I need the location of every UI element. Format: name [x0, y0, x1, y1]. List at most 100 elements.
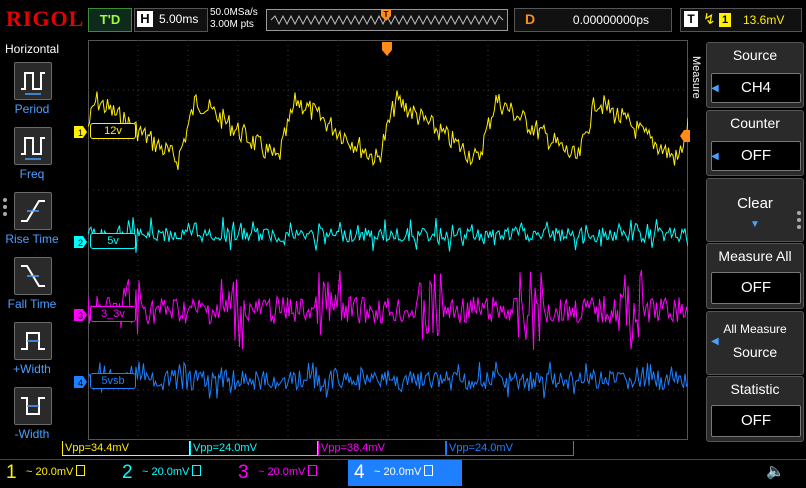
ch3-trace [88, 269, 688, 350]
ch3-scale: ~ 20.0mV [258, 465, 318, 478]
clear-title: Clear [737, 195, 773, 212]
trigger-source-badge: 1 [719, 13, 731, 27]
graticule [88, 40, 688, 440]
delay-label: D [525, 11, 536, 27]
rise-time-label: Rise Time [5, 232, 59, 246]
ch4-measurement: Vpp=24.0mV [446, 441, 574, 456]
positive-width-button[interactable] [14, 322, 52, 360]
source-value: CH4 [711, 73, 801, 103]
all-measure-source-line2: Source [732, 344, 778, 360]
ch3-marker[interactable]: 3 [74, 308, 88, 326]
statistic-softkey[interactable]: Statistic OFF [706, 376, 804, 442]
clear-softkey[interactable]: Clear ▼ [706, 178, 804, 242]
ch2-number: 2 [122, 462, 133, 483]
all-measure-source-line1: All Measure [723, 322, 787, 336]
ch4-number: 4 [354, 462, 365, 483]
measure-menu-tab: Measure [688, 56, 704, 156]
measure-softkey-menu: Source CH4 ◀ Counter OFF ◀ Clear ▼ Measu… [706, 40, 806, 460]
ch3-label[interactable]: 3_3v [90, 306, 136, 322]
ch3-status[interactable]: 3 ~ 20.0mV [232, 460, 344, 486]
delay-box[interactable]: D 0.00000000ps [514, 8, 672, 32]
ch1-marker-icon: 1 [74, 126, 87, 138]
counter-value: OFF [711, 141, 801, 171]
bandwidth-limit-icon [424, 465, 434, 476]
ch3-measurement: Vpp=38.4mV [318, 441, 446, 456]
trigger-position-marker-icon [382, 42, 392, 56]
trigger-position-marker-icon: T [381, 9, 391, 21]
rise-time-icon [21, 200, 45, 222]
measure-menu-title: Measure [690, 56, 702, 99]
ch4-scale-value: 20.0mV [383, 466, 422, 478]
ch4-label[interactable]: 5vsb [90, 373, 136, 389]
ch3-marker-icon: 3 [74, 309, 87, 321]
select-arrow-icon: ◀ [711, 336, 719, 347]
positive-width-icon [21, 332, 45, 350]
scroll-dots [3, 195, 9, 219]
frequency-icon [21, 137, 45, 160]
fall-time-label: Fall Time [7, 297, 57, 311]
memory-depth: 3.00M pts [210, 19, 254, 30]
ch4-trace [88, 360, 688, 399]
horizontal-timebase-box[interactable]: H 5.00ms [134, 8, 208, 32]
freq-label: Freq [19, 167, 45, 181]
chevron-down-icon: ▼ [750, 219, 760, 230]
trigger-level: 13.6mV [743, 13, 785, 27]
period-icon [21, 72, 45, 95]
freq-button[interactable] [14, 127, 52, 165]
statistic-value: OFF [711, 405, 801, 437]
svg-text:3: 3 [78, 311, 83, 321]
bandwidth-limit-icon [308, 465, 318, 476]
ch4-marker-icon: 4 [74, 376, 87, 388]
svg-text:T: T [384, 10, 389, 19]
rigol-logo: RIGOL [6, 6, 85, 31]
ch1-measurement: Vpp=34.4mV [62, 441, 190, 456]
delay-value: 0.00000000ps [572, 13, 649, 27]
period-button[interactable] [14, 62, 52, 100]
waveform-display[interactable] [88, 40, 688, 440]
positive-width-label: +Width [13, 362, 51, 376]
svg-text:2: 2 [78, 238, 83, 248]
counter-title: Counter [730, 115, 780, 131]
select-arrow-icon: ◀ [711, 83, 719, 94]
ch2-label[interactable]: 5v [90, 233, 136, 249]
ch1-label[interactable]: 12v [90, 123, 136, 139]
fall-time-icon [21, 265, 45, 287]
source-softkey[interactable]: Source CH4 ◀ [706, 42, 804, 108]
ch4-marker[interactable]: 4 [74, 375, 88, 393]
ch1-status[interactable]: 1 ~ 20.0mV [0, 460, 112, 486]
negative-width-label: -Width [14, 427, 50, 441]
measure-all-title: Measure All [718, 248, 792, 264]
all-measure-source-softkey[interactable]: All Measure Source ◀ [706, 311, 804, 375]
measure-all-value: OFF [711, 272, 801, 304]
horizontal-icon: H [137, 11, 153, 27]
ch4-status[interactable]: 4 ~ 20.0mV [348, 460, 462, 486]
timebase-value: 5.00ms [159, 12, 199, 26]
ch2-status[interactable]: 2 ~ 20.0mV [116, 460, 228, 486]
speaker-mute-icon[interactable]: 🔈 [766, 463, 785, 480]
ch1-marker[interactable]: 1 [74, 125, 88, 143]
ch1-trace [88, 90, 688, 171]
ch1-scale-value: 20.0mV [35, 466, 74, 478]
negative-width-icon [21, 397, 45, 415]
panel-title: Horizontal [5, 42, 60, 56]
ch3-scale-value: 20.0mV [267, 466, 306, 478]
ch2-marker[interactable]: 2 [74, 235, 88, 253]
source-title: Source [732, 47, 778, 63]
rise-time-button[interactable] [14, 192, 52, 230]
horizontal-measure-panel: Horizontal Period Freq Rise Time Fall Ti… [0, 40, 64, 458]
ch2-scale: ~ 20.0mV [142, 465, 202, 478]
measure-all-softkey[interactable]: Measure All OFF [706, 243, 804, 309]
trigger-level-marker-icon [680, 130, 690, 142]
channel-status-bar: 1 ~ 20.0mV 2 ~ 20.0mV 3 ~ 20.0mV 4 ~ 20.… [0, 459, 806, 488]
counter-softkey[interactable]: Counter OFF ◀ [706, 110, 804, 176]
negative-width-button[interactable] [14, 387, 52, 425]
right-scroll-dots [797, 208, 801, 232]
period-label: Period [14, 102, 50, 116]
ch1-number: 1 [6, 462, 17, 483]
ch1-scale: ~ 20.0mV [26, 465, 86, 478]
trigger-box[interactable]: T ↯ 1 13.6mV [680, 8, 802, 32]
trigger-status-badge: T'D [88, 8, 132, 32]
top-status-bar: RIGOL T'D H 5.00ms 50.0MSa/s 3.00M pts T… [0, 0, 806, 40]
ch2-trace [88, 217, 688, 253]
fall-time-button[interactable] [14, 257, 52, 295]
